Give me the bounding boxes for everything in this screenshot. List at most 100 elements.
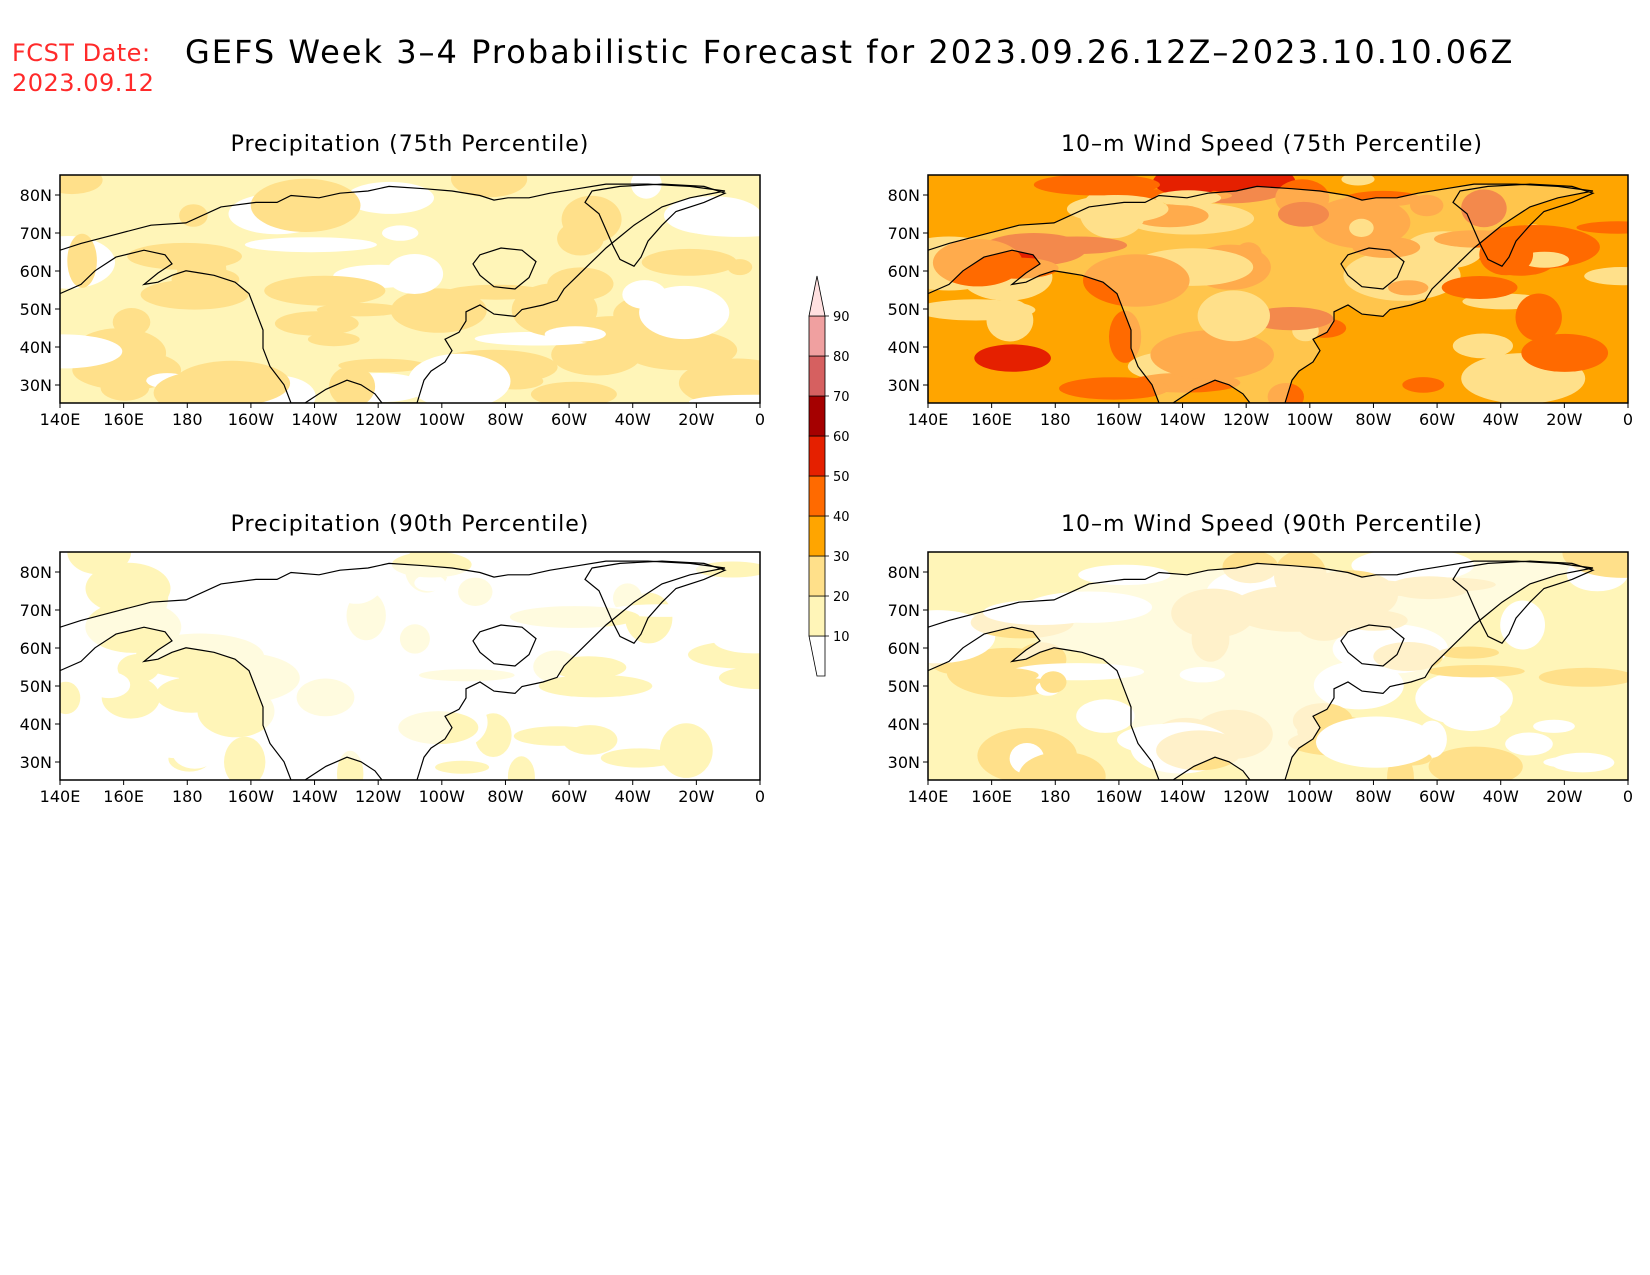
north-america-coastline bbox=[928, 183, 1594, 403]
colorbar-tick-label: 50 bbox=[833, 470, 850, 485]
contour-patch bbox=[67, 233, 97, 288]
contour-patch bbox=[1059, 377, 1170, 400]
colorbar-tick-label: 90 bbox=[833, 310, 850, 325]
contour-patch bbox=[1505, 732, 1553, 756]
colorbar-band bbox=[808, 275, 826, 317]
forecast-date-block: FCST Date: 2023.09.12 bbox=[12, 38, 154, 98]
contour-patch bbox=[250, 178, 361, 232]
contour-patch bbox=[1033, 175, 1160, 196]
contour-field bbox=[928, 552, 1628, 780]
lon-tick-label: 40W bbox=[615, 410, 651, 429]
contour-patch bbox=[1427, 665, 1525, 678]
north-america-coastline bbox=[60, 560, 726, 780]
contour-patch bbox=[390, 288, 487, 333]
contour-patch bbox=[1452, 333, 1513, 359]
lon-tick-label: 0 bbox=[1623, 787, 1633, 806]
panel-title-wind90: 10–m Wind Speed (90th Percentile) bbox=[1061, 512, 1483, 537]
contour-patch bbox=[60, 175, 103, 195]
forecast-date-value: 2023.09.12 bbox=[12, 69, 155, 97]
contour-patch bbox=[1018, 751, 1106, 780]
lat-tick-label: 70N bbox=[888, 224, 920, 243]
lat-tick-label: 40N bbox=[888, 715, 920, 734]
coastlines bbox=[60, 560, 727, 780]
lon-tick-label: 120W bbox=[355, 410, 402, 429]
contour-patch bbox=[67, 552, 132, 575]
lat-tick-label: 50N bbox=[888, 677, 920, 696]
contour-patch bbox=[100, 374, 150, 401]
lon-tick-label: 140E bbox=[40, 410, 81, 429]
contour-patch bbox=[1515, 293, 1562, 342]
lon-tick-label: 0 bbox=[755, 787, 765, 806]
contour-patch bbox=[557, 221, 604, 256]
lon-tick-label: 0 bbox=[1623, 410, 1633, 429]
contour-patch bbox=[1316, 716, 1437, 768]
lat-tick-label: 40N bbox=[20, 338, 52, 357]
panel-title-precip90: Precipitation (90th Percentile) bbox=[230, 512, 590, 537]
colorbar-tick-label: 60 bbox=[833, 430, 850, 445]
contour-patch bbox=[713, 626, 760, 654]
contour-patch bbox=[974, 344, 1051, 372]
lon-tick-label: 160E bbox=[971, 787, 1012, 806]
north-america-coastline bbox=[60, 183, 726, 403]
hudson-bay-coastline bbox=[472, 247, 537, 290]
lon-tick-label: 80W bbox=[487, 787, 523, 806]
lon-tick-label: 100W bbox=[1287, 787, 1334, 806]
lat-tick-label: 50N bbox=[888, 300, 920, 319]
contour-patch bbox=[1584, 267, 1628, 286]
lat-tick-label: 50N bbox=[20, 300, 52, 319]
contour-patch bbox=[1533, 719, 1575, 733]
lon-tick-label: 40W bbox=[615, 787, 651, 806]
contour-patch bbox=[530, 381, 617, 403]
contour-patch bbox=[562, 725, 618, 755]
lon-tick-label: 0 bbox=[755, 410, 765, 429]
lon-tick-label: 160E bbox=[103, 410, 144, 429]
lat-tick-label: 40N bbox=[20, 715, 52, 734]
lon-tick-label: 140E bbox=[40, 787, 81, 806]
contour-field bbox=[928, 175, 1628, 403]
contour-patch bbox=[264, 275, 386, 306]
contour-patch bbox=[641, 248, 737, 276]
contour-patch bbox=[639, 285, 730, 340]
lat-tick-label: 70N bbox=[20, 224, 52, 243]
land-fill bbox=[928, 561, 1593, 780]
lon-tick-label: 40W bbox=[1483, 410, 1519, 429]
contour-patch bbox=[507, 756, 535, 780]
contour-patch bbox=[451, 175, 528, 198]
contour-patch bbox=[1538, 667, 1628, 687]
contour-patch bbox=[382, 225, 419, 241]
page-title: GEFS Week 3–4 Probabilistic Forecast for… bbox=[185, 33, 1515, 71]
lon-tick-label: 140W bbox=[1159, 787, 1206, 806]
lat-tick-label: 60N bbox=[888, 639, 920, 658]
lon-tick-label: 20W bbox=[678, 410, 714, 429]
contour-patch bbox=[329, 366, 376, 403]
contour-patch bbox=[177, 247, 227, 293]
lon-tick-label: 140W bbox=[291, 410, 338, 429]
contour-patch bbox=[408, 353, 511, 403]
contour-patch bbox=[446, 284, 546, 300]
contour-patch bbox=[1428, 746, 1523, 780]
colorbar-band bbox=[808, 555, 826, 597]
contour-patch bbox=[718, 666, 760, 690]
contour-patch bbox=[1543, 755, 1613, 769]
contour-patch bbox=[689, 394, 760, 403]
lon-tick-label: 160W bbox=[228, 787, 275, 806]
lon-tick-label: 140E bbox=[908, 410, 949, 429]
panel-frame bbox=[59, 551, 761, 781]
lon-tick-label: 120W bbox=[1223, 410, 1270, 429]
lon-tick-label: 120W bbox=[1223, 787, 1270, 806]
contour-patch bbox=[224, 736, 266, 780]
lat-tick-label: 50N bbox=[20, 677, 52, 696]
lon-tick-label: 100W bbox=[419, 787, 466, 806]
colorbar-band bbox=[808, 355, 826, 397]
contour-patch bbox=[1441, 276, 1518, 299]
greenland-coastline bbox=[584, 183, 727, 267]
colorbar-band bbox=[808, 315, 826, 357]
lon-tick-label: 60W bbox=[551, 787, 587, 806]
contour-patch bbox=[307, 332, 360, 347]
lon-tick-label: 40W bbox=[1483, 787, 1519, 806]
contour-patch bbox=[659, 723, 713, 778]
contour-patch bbox=[538, 674, 653, 698]
contour-patch bbox=[1039, 671, 1067, 693]
panel-frame bbox=[59, 174, 761, 404]
